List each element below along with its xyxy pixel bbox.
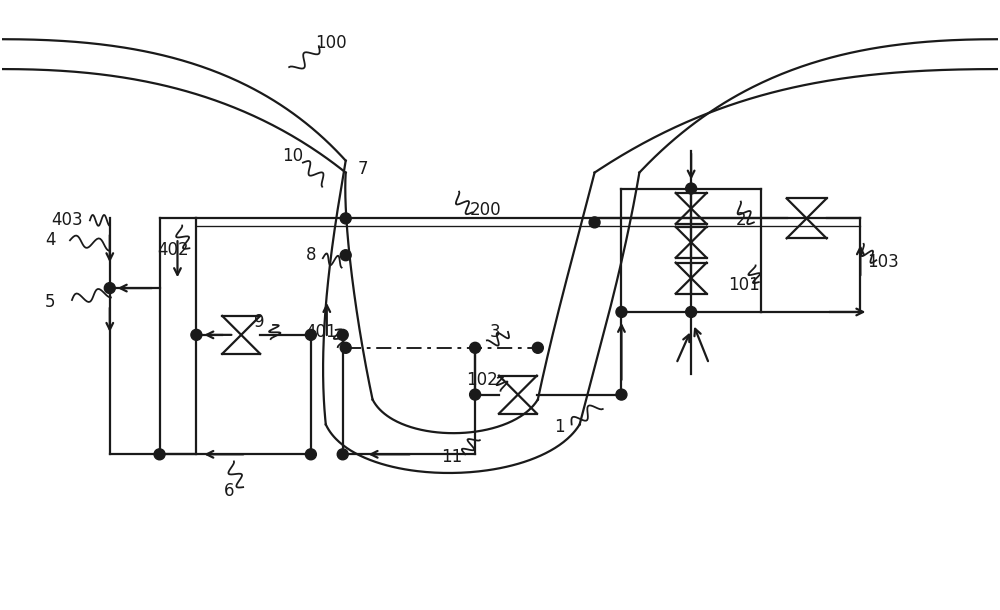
Circle shape: [616, 389, 627, 400]
Text: 7: 7: [357, 160, 368, 178]
Circle shape: [470, 389, 481, 400]
Text: 200: 200: [469, 201, 501, 220]
Text: 9: 9: [254, 313, 264, 331]
Circle shape: [686, 306, 697, 317]
Circle shape: [305, 329, 316, 340]
Circle shape: [589, 217, 600, 228]
Text: 403: 403: [51, 212, 83, 229]
Text: 402: 402: [158, 241, 189, 259]
Text: 6: 6: [224, 482, 234, 500]
Text: 100: 100: [315, 34, 347, 52]
Text: 1: 1: [554, 418, 565, 436]
Text: 5: 5: [45, 293, 55, 311]
Circle shape: [340, 342, 351, 353]
Circle shape: [686, 183, 697, 194]
Circle shape: [337, 449, 348, 460]
Circle shape: [340, 249, 351, 260]
Circle shape: [191, 329, 202, 340]
Circle shape: [340, 213, 351, 224]
Circle shape: [337, 329, 348, 340]
Circle shape: [154, 449, 165, 460]
Text: 2: 2: [736, 212, 746, 229]
Circle shape: [104, 282, 115, 293]
Text: 4: 4: [45, 231, 55, 249]
Text: 3: 3: [490, 323, 500, 341]
Circle shape: [305, 449, 316, 460]
Text: 10: 10: [282, 146, 304, 165]
Text: 11: 11: [442, 448, 463, 466]
Text: 401: 401: [305, 323, 337, 341]
Circle shape: [470, 342, 481, 353]
Text: 101: 101: [728, 276, 760, 294]
Text: 8: 8: [306, 246, 316, 264]
Circle shape: [532, 342, 543, 353]
Text: 103: 103: [867, 253, 899, 271]
Circle shape: [616, 306, 627, 317]
Text: 102: 102: [466, 371, 498, 389]
